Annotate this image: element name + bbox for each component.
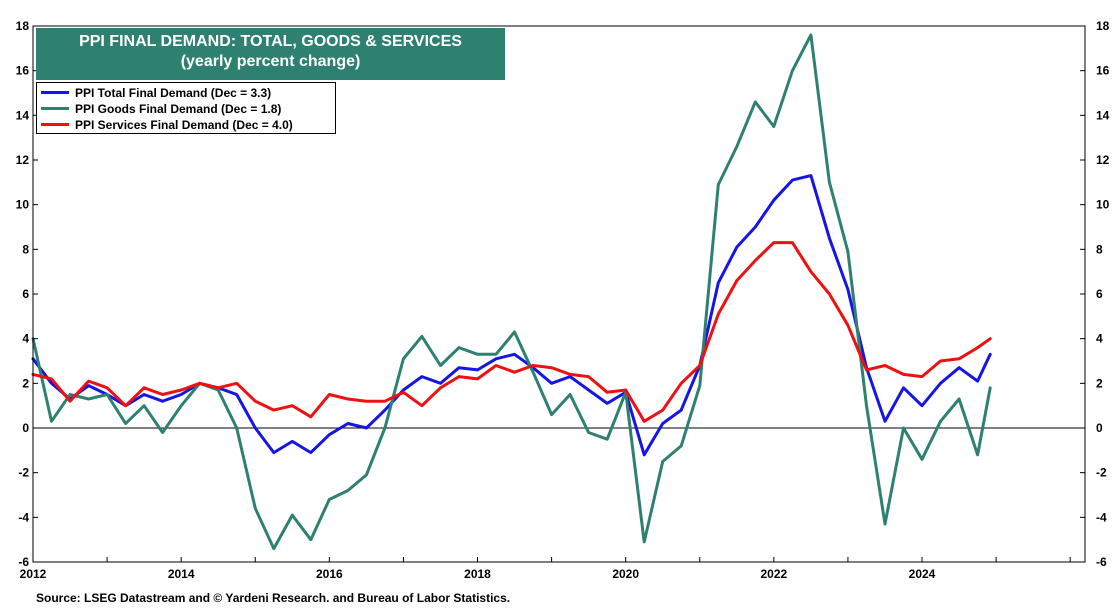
y-tick-label-left: 10 [16, 198, 30, 212]
y-tick-label-right: 12 [1096, 153, 1110, 167]
y-tick-label-right: 4 [1096, 332, 1103, 346]
y-tick-label-left: 4 [22, 332, 29, 346]
y-tick-label-right: 2 [1096, 376, 1103, 390]
legend-swatch-services [41, 123, 69, 126]
y-tick-label-left: 6 [22, 287, 29, 301]
legend-item-services: PPI Services Final Demand (Dec = 4.0) [41, 117, 335, 132]
y-tick-label-right: 6 [1096, 287, 1103, 301]
y-tick-label-left: 0 [22, 421, 29, 435]
chart-subtitle: (yearly percent change) [180, 53, 361, 70]
chart-axes: -6 -6 -4 -4 -2 -2 0 0 2 2 4 4 6 6 8 8 10 10 12 12 14 14 16 16 18… [16, 19, 1110, 581]
y-tick-label-left: -6 [18, 555, 29, 569]
y-tick-label-right: 14 [1096, 108, 1110, 122]
chart-legend: PPI Total Final Demand (Dec = 3.3) PPI G… [36, 82, 336, 134]
y-tick-label-right: 8 [1096, 242, 1103, 256]
x-tick-label: 2012 [20, 567, 47, 581]
y-tick-label-left: 12 [16, 153, 30, 167]
x-tick-label: 2018 [464, 567, 491, 581]
y-tick-label-right: 0 [1096, 421, 1103, 435]
series-line-2 [31, 241, 992, 423]
y-tick-label-right: 16 [1096, 64, 1110, 78]
y-tick-label-right: -2 [1096, 466, 1107, 480]
series-line-1 [31, 33, 992, 551]
legend-label-services: PPI Services Final Demand (Dec = 4.0) [75, 117, 293, 132]
legend-label-total: PPI Total Final Demand (Dec = 3.3) [75, 85, 272, 100]
chart-series [31, 33, 992, 551]
legend-label-goods: PPI Goods Final Demand (Dec = 1.8) [75, 101, 282, 116]
x-tick-label: 2014 [168, 567, 195, 581]
y-tick-label-left: 16 [16, 64, 30, 78]
chart-title-box: PPI FINAL DEMAND: TOTAL, GOODS & SERVICE… [36, 28, 505, 80]
y-tick-label-left: -2 [18, 466, 29, 480]
y-tick-label-right: -4 [1096, 510, 1107, 524]
y-tick-label-left: 8 [22, 242, 29, 256]
y-tick-label-left: 2 [22, 376, 29, 390]
x-tick-label: 2024 [909, 567, 936, 581]
x-tick-label: 2022 [760, 567, 787, 581]
y-tick-label-left: -4 [18, 510, 29, 524]
chart-title: PPI FINAL DEMAND: TOTAL, GOODS & SERVICE… [79, 33, 462, 50]
y-tick-label-right: 18 [1096, 19, 1110, 33]
y-tick-label-left: 18 [16, 19, 30, 33]
x-tick-label: 2016 [316, 567, 343, 581]
x-tick-label: 2020 [612, 567, 639, 581]
legend-swatch-total [41, 91, 69, 94]
y-tick-label-left: 14 [16, 108, 30, 122]
source-note: Source: LSEG Datastream and © Yardeni Re… [36, 591, 511, 605]
y-tick-label-right: 10 [1096, 198, 1110, 212]
legend-item-goods: PPI Goods Final Demand (Dec = 1.8) [41, 101, 335, 116]
legend-item-total: PPI Total Final Demand (Dec = 3.3) [41, 85, 335, 100]
y-tick-label-right: -6 [1096, 555, 1107, 569]
legend-swatch-goods [41, 107, 69, 110]
